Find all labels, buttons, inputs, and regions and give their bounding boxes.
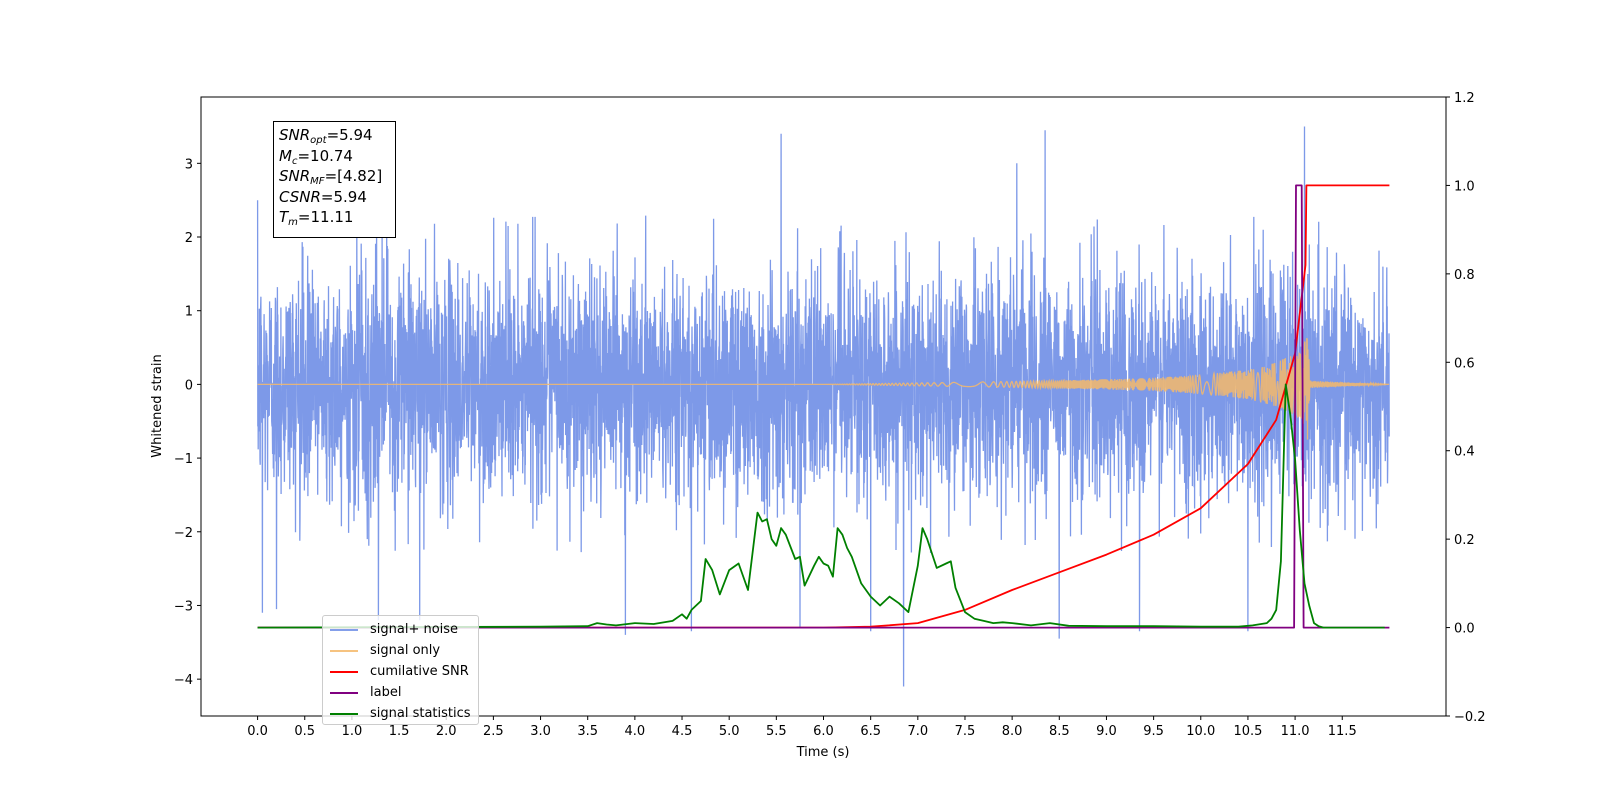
x-tick-label: 7.0 [907,724,928,739]
y-tick-label-left: −3 [174,599,193,614]
stat-value: =5.94 [320,187,367,206]
x-tick-label: 5.0 [719,724,740,739]
x-tick-label: 4.5 [672,724,693,739]
stat-name: SNR [279,126,311,144]
stat-value: =11.11 [297,208,354,226]
legend-item: signal+ noise [323,619,478,640]
y-tick-label-left: −4 [174,673,193,688]
x-axis-label: Time (s) [796,745,850,760]
legend-item: label [323,682,478,703]
legend-label: signal+ noise [370,622,459,637]
y-tick-label-right: 0.0 [1454,622,1475,637]
legend-swatch [330,670,358,673]
x-tick-label: 6.0 [813,724,834,739]
y-tick-label-left: −2 [174,526,193,541]
y-axis-label: Whitened strain [150,354,165,457]
stat-value: =5.94 [326,126,373,144]
y-tick-label-right: 0.6 [1454,356,1475,371]
legend-label: cumilative SNR [370,664,469,679]
stat-line: SNRMF=[4.82] [279,166,395,187]
legend-swatch [330,649,358,652]
x-tick-label: 0.0 [247,724,268,739]
y-tick-label-left: 2 [185,231,193,246]
legend-swatch [330,712,358,715]
y-tick-label-right: −0.2 [1454,710,1486,725]
stat-line: SNRopt=5.94 [279,125,395,146]
stat-subscript: opt [310,135,327,146]
x-tick-label: 7.5 [955,724,976,739]
x-tick-label: 2.0 [436,724,457,739]
stat-subscript: MF [310,176,325,187]
series-signal-only [257,337,1389,440]
y-tick-label-right: 1.0 [1454,179,1475,194]
legend-swatch [330,691,358,694]
y-tick-label-left: 1 [185,305,193,320]
x-tick-label: 1.5 [389,724,410,739]
y-tick-label-left: 0 [185,378,193,393]
y-tick-label-right: 1.2 [1454,91,1475,106]
y-tick-label-right: 0.8 [1454,268,1475,283]
x-tick-label: 10.5 [1233,724,1262,739]
stat-value: =[4.82] [324,167,383,185]
legend-label: label [370,685,402,700]
legend: signal+ noise signal only cumilative SNR la… [322,615,479,725]
series-signal-noise [256,126,1390,687]
stat-name: SNR [279,167,311,185]
series-signal-statistics [257,383,1385,629]
x-tick-label: 4.0 [625,724,646,739]
x-tick-label: 8.0 [1002,724,1023,739]
y-tick-label-left: −1 [174,452,193,467]
x-tick-label: 9.5 [1143,724,1164,739]
stat-line: Tm=11.11 [279,207,395,228]
x-tick-label: 2.5 [483,724,504,739]
y-tick-label-left: 3 [185,157,193,172]
x-tick-label: 3.5 [577,724,598,739]
series-label [257,184,1390,629]
legend-label: signal only [370,643,441,658]
x-tick-label: 3.0 [530,724,551,739]
x-tick-label: 8.5 [1049,724,1070,739]
x-tick-label: 9.0 [1096,724,1117,739]
legend-item: cumilative SNR [323,661,478,682]
x-tick-label: 10.0 [1186,724,1215,739]
stat-value: =10.74 [297,146,353,165]
series-cumulative-snr [257,184,1390,629]
y-tick-label-right: 0.4 [1454,445,1475,460]
legend-item: signal only [323,640,478,661]
x-tick-label: 11.5 [1328,724,1357,739]
x-tick-label: 6.5 [860,724,881,739]
y-tick-label-right: 0.2 [1454,533,1475,548]
x-tick-label: 0.5 [294,724,315,739]
legend-item: signal statistics [323,703,478,724]
legend-label: signal statistics [370,706,471,721]
stats-annotation-box: SNRopt=5.94 Mc=10.74 SNRMF=[4.82] CSNR=5.94… [273,121,396,238]
x-tick-label: 5.5 [766,724,787,739]
stat-name: M [279,146,292,165]
stat-line: CSNR=5.94 [279,187,395,208]
stat-name: T [279,208,289,226]
stat-subscript: m [288,217,298,228]
stat-line: Mc=10.74 [279,146,395,167]
stat-subscript: c [291,155,298,167]
x-tick-label: 11.0 [1281,724,1310,739]
legend-swatch [330,628,358,631]
x-tick-label: 1.0 [342,724,363,739]
stat-name: CSNR [279,187,321,206]
